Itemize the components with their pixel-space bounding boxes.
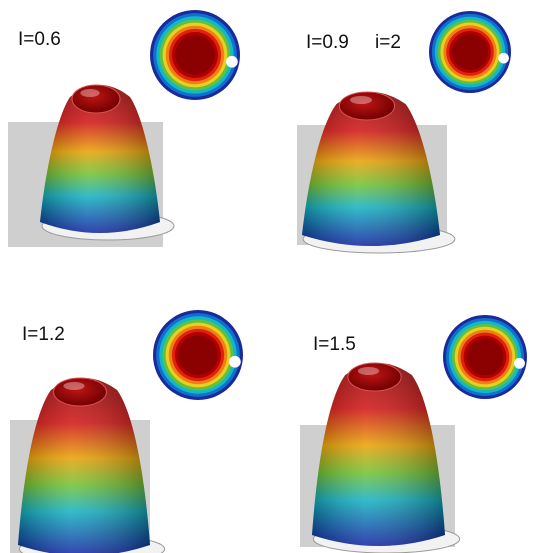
contour-ring <box>451 33 489 71</box>
panels: I=0.6 I=0.9 i=2 I=1.2 I=1.5 <box>8 10 527 553</box>
contour-notch <box>229 355 241 368</box>
panel-sublabel: i=2 <box>375 32 401 53</box>
contour-ring <box>178 335 218 375</box>
contour-ring <box>466 338 504 376</box>
contour-notch <box>498 52 509 64</box>
panel-label: I=0.6 <box>18 29 61 50</box>
panel: I=1.5 <box>300 315 527 553</box>
surface-shade <box>40 85 160 233</box>
contour-notch <box>226 55 238 68</box>
highlight <box>80 89 100 97</box>
surface-shade <box>302 92 440 246</box>
surface-top <box>53 377 107 407</box>
panel: I=0.6 <box>8 10 240 247</box>
highlight <box>357 367 380 375</box>
contour-ring <box>175 35 215 75</box>
surface-top <box>347 362 402 392</box>
surface-top <box>338 91 396 121</box>
surface-shade <box>312 363 445 546</box>
panel-label: I=0.9 <box>306 32 349 53</box>
panel-label: I=1.2 <box>22 324 65 345</box>
panel-label: I=1.5 <box>313 334 356 355</box>
panel: I=1.2 <box>10 310 243 553</box>
surface-top <box>71 84 121 114</box>
highlight <box>349 96 373 104</box>
contour-notch <box>513 357 525 369</box>
panel: I=0.9 i=2 <box>297 11 511 254</box>
highlight <box>63 382 85 390</box>
surface-shade <box>18 378 150 553</box>
